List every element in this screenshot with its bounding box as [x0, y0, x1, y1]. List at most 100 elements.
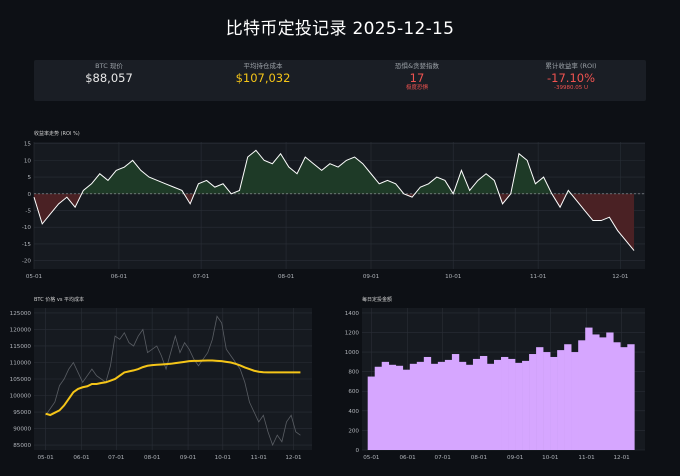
plot-area: [34, 142, 645, 269]
price-chart-title: BTC 价格 vs 平均成本: [34, 297, 85, 303]
dca-bar: [416, 361, 425, 450]
y-tick-label: 10: [24, 158, 32, 164]
x-tick-label: 08-01: [471, 455, 488, 461]
dca-bar: [599, 337, 607, 450]
dca-bar: [367, 376, 376, 450]
x-tick-label: 10-01: [445, 274, 462, 280]
dca-bar: [606, 332, 614, 450]
x-tick-label: 11-01: [530, 274, 547, 280]
y-tick-label: 1000: [345, 350, 360, 356]
x-tick-label: 12-01: [612, 274, 629, 280]
dca-bar: [395, 365, 404, 450]
y-tick-label: -10: [22, 225, 32, 231]
kpi-label: 累计收益率 (ROI): [545, 62, 597, 70]
dca-bar: [585, 327, 593, 450]
kpi-value: -17.10%: [547, 71, 595, 85]
kpi-btc-price: BTC 现价 $88,057: [34, 62, 184, 85]
y-tick-label: 90000: [13, 427, 31, 433]
x-tick-label: 06-01: [111, 274, 128, 280]
x-tick-label: 05-01: [26, 274, 43, 280]
y-tick-label: 0: [27, 192, 31, 198]
y-tick-label: 110000: [10, 360, 32, 366]
y-tick-label: 0: [355, 448, 359, 454]
x-tick-label: 11-01: [578, 455, 595, 461]
dca-bar: [423, 356, 432, 450]
y-tick-label: 120000: [10, 327, 32, 333]
dca-bar: [402, 369, 411, 450]
dca-bar: [550, 356, 558, 450]
dca-bar: [479, 355, 488, 450]
roi-line: [33, 149, 635, 251]
kpi-value: $88,057: [85, 71, 133, 85]
dca-bar: [536, 347, 544, 450]
y-tick-label: 115000: [10, 344, 32, 350]
y-tick-label: -5: [25, 209, 31, 215]
dca-bar: [388, 364, 397, 450]
kpi-value: $107,032: [235, 71, 291, 85]
x-tick-label: 09-01: [507, 455, 524, 461]
y-tick-label: 200: [348, 428, 359, 434]
dca-bar: [458, 361, 467, 450]
kpi-fear-greed: 恐惧&贪婪指数 17 极度恐惧: [342, 62, 492, 92]
dca-bar: [515, 362, 523, 450]
dca-bar: [465, 364, 474, 450]
x-tick-label: 10-01: [215, 455, 232, 461]
y-tick-label: 600: [348, 389, 359, 395]
dca-chart-title: 每日定投金额: [362, 297, 393, 303]
dca-bar: [508, 358, 516, 450]
dca-bar: [486, 363, 495, 450]
y-tick-label: -15: [22, 242, 32, 248]
dca-bar: [543, 352, 551, 450]
kpi-average-cost: 平均持仓成本 $107,032: [188, 62, 338, 85]
kpi-panel: BTC 现价 $88,057 平均持仓成本 $107,032 恐惧&贪婪指数 1…: [34, 60, 646, 101]
dca-bar: [529, 354, 537, 450]
y-tick-label: 15: [24, 142, 32, 148]
x-tick-label: 08-01: [144, 455, 161, 461]
dca-bar: [381, 361, 390, 450]
kpi-label: 平均持仓成本: [243, 62, 283, 70]
dca-bar: [501, 356, 509, 450]
y-tick-label: 95000: [13, 410, 31, 416]
dca-bar: [571, 352, 579, 450]
y-tick-label: 800: [348, 370, 359, 376]
kpi-roi: 累计收益率 (ROI) -17.10% -39980.05 U: [496, 62, 646, 92]
x-tick-label: 06-01: [73, 455, 90, 461]
x-tick-label: 06-01: [399, 455, 416, 461]
x-tick-label: 10-01: [542, 455, 559, 461]
kpi-label: 恐惧&贪婪指数: [394, 62, 440, 70]
y-tick-label: 100000: [10, 394, 32, 400]
page-title: 比特币定投记录 2025-12-15: [225, 19, 455, 39]
x-tick-label: 11-01: [251, 455, 268, 461]
dca-bar: [409, 363, 418, 450]
dca-bar: [444, 359, 453, 450]
dca-bar: [374, 366, 383, 450]
dca-bar: [437, 361, 446, 450]
dca-bar: [620, 347, 628, 450]
x-tick-label: 07-01: [193, 274, 210, 280]
kpi-value: 17: [409, 71, 425, 85]
dca-bar: [627, 344, 635, 450]
x-tick-label: 09-01: [363, 274, 380, 280]
average-cost-line: [45, 359, 301, 417]
dca-bar: [592, 334, 600, 450]
x-tick-label: 12-01: [613, 455, 630, 461]
kpi-sub: 极度恐惧: [405, 85, 428, 91]
x-tick-label: 12-01: [285, 455, 302, 461]
x-tick-label: 08-01: [278, 274, 295, 280]
roi-positive-area: [81, 150, 572, 194]
y-tick-label: 1400: [345, 311, 360, 317]
x-tick-label: 07-01: [108, 455, 125, 461]
dca-bar: [451, 354, 460, 450]
y-tick-label: 5: [27, 175, 31, 181]
roi-chart-title: 收益率走势 (ROI %): [34, 131, 80, 137]
dca-bar: [472, 358, 481, 450]
y-tick-label: 400: [348, 409, 359, 415]
y-tick-label: 85000: [13, 443, 31, 449]
dca-bar: [430, 363, 439, 450]
y-tick-label: 125000: [10, 311, 32, 317]
btc-price-line: [45, 315, 301, 447]
y-tick-label: 1200: [345, 330, 360, 336]
y-tick-label: -20: [22, 259, 32, 265]
x-tick-label: 07-01: [435, 455, 452, 461]
